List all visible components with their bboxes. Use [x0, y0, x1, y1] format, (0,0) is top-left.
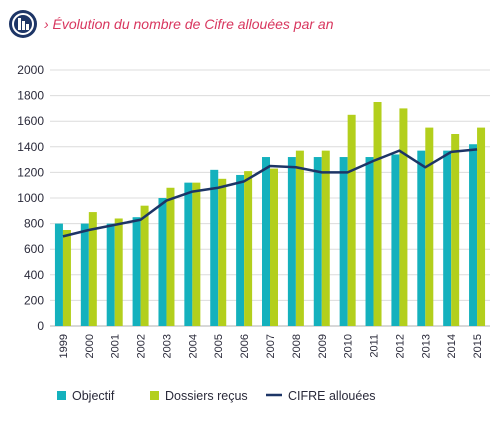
x-axis-ticks: 1999 2000 2001 2002 2003 2004 2005 2006 2007 2008…: [58, 334, 484, 358]
y-tick-label: 0: [37, 319, 44, 333]
objectif-bar: [236, 174, 245, 326]
x-tick-label: 2009: [317, 334, 329, 358]
objectif-bar: [469, 144, 478, 326]
x-tick-label: 2003: [161, 334, 173, 358]
chart-header: › Évolution du nombre de Cifre allouées …: [8, 8, 334, 40]
objectif-bar: [443, 150, 452, 326]
x-tick-label: 2013: [420, 334, 432, 358]
y-tick-label: 800: [24, 217, 44, 231]
objectif-bar: [417, 150, 426, 326]
objectif-bar: [262, 157, 270, 326]
dossiers-bar: [62, 230, 71, 326]
dossiers-bar: [218, 178, 227, 326]
objectif-bar: [184, 182, 193, 326]
y-tick-label: 1800: [17, 89, 44, 103]
y-tick-label: 400: [24, 268, 44, 282]
y-tick-label: 600: [24, 242, 44, 256]
objectif-bar: [210, 169, 219, 326]
institution-logo: [9, 10, 37, 38]
x-tick-label: 2004: [187, 334, 199, 358]
objectif-bar: [54, 223, 63, 326]
objectif-bar: [132, 217, 141, 326]
legend: Objectif Dossiers reçus CIFRE allouées: [57, 389, 376, 403]
dossiers-bar: [192, 182, 201, 326]
legend-dossiers-swatch: [150, 391, 159, 400]
legend-cifre-label: CIFRE allouées: [288, 389, 376, 403]
dossiers-bar: [88, 212, 97, 326]
x-tick-label: 2005: [213, 334, 225, 358]
cifre-line-layer: [62, 148, 478, 238]
objectif-bar: [365, 157, 374, 326]
y-tick-label: 1400: [17, 140, 44, 154]
objectif-bar: [391, 154, 400, 326]
dossiers-bar: [347, 114, 356, 326]
x-tick-label: 2010: [343, 334, 355, 358]
objectif-bar: [80, 223, 89, 326]
x-tick-label: 2011: [369, 334, 381, 358]
objectif-bar: [287, 157, 296, 326]
x-tick-label: 1999: [58, 334, 70, 358]
dossiers-bar: [321, 150, 330, 326]
x-tick-label: 2007: [265, 334, 277, 358]
objectif-bar: [158, 198, 167, 326]
x-tick-label: 2002: [136, 334, 148, 358]
dossiers-bar: [451, 134, 460, 326]
x-tick-label: 2000: [84, 334, 96, 358]
dossiers-bar: [425, 127, 434, 326]
dossiers-bar: [477, 127, 486, 326]
y-tick-label: 200: [24, 293, 44, 307]
dossiers-bar: [244, 171, 253, 326]
x-tick-label: 2008: [291, 334, 303, 358]
x-tick-label: 2001: [110, 334, 122, 358]
x-tick-label: 2006: [239, 334, 251, 358]
x-tick-label: 2012: [394, 334, 406, 358]
bars: [54, 102, 486, 327]
dossiers-bar: [114, 218, 123, 326]
dossiers-bar: [295, 150, 304, 326]
y-axis-ticks: 0 200 400 600 800 1000 1200 1400 1600 1800 2000: [17, 63, 44, 333]
y-tick-label: 1200: [17, 165, 44, 179]
chart-title: › Évolution du nombre de Cifre allouées …: [44, 16, 334, 32]
y-tick-label: 2000: [17, 63, 44, 77]
dossiers-bar: [270, 168, 278, 326]
dossiers-bar: [140, 205, 149, 326]
dossiers-bar: [166, 187, 175, 326]
legend-objectif-label: Objectif: [72, 389, 115, 403]
objectif-bar: [106, 223, 115, 326]
objectif-bar: [313, 157, 322, 326]
dossiers-bar: [373, 102, 382, 326]
x-tick-label: 2014: [446, 334, 458, 358]
cifre-line: [62, 148, 478, 238]
x-tick-label: 2015: [472, 334, 484, 358]
y-tick-label: 1000: [17, 191, 44, 205]
y-tick-label: 1600: [17, 114, 44, 128]
legend-dossiers-label: Dossiers reçus: [165, 389, 248, 403]
dossiers-bar: [399, 108, 408, 327]
objectif-bar: [339, 157, 348, 326]
legend-objectif-swatch: [57, 391, 66, 400]
